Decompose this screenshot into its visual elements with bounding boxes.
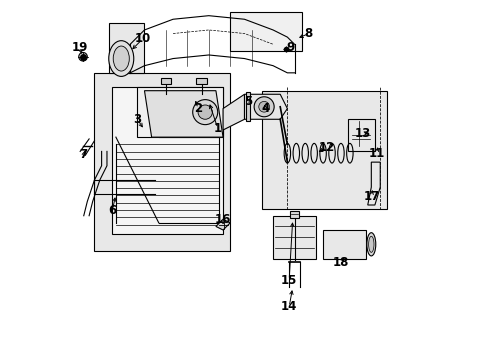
Circle shape — [254, 97, 274, 117]
Circle shape — [79, 53, 87, 61]
Text: 19: 19 — [72, 41, 88, 54]
Circle shape — [192, 100, 217, 125]
Text: 1: 1 — [213, 122, 222, 135]
Ellipse shape — [113, 46, 129, 71]
Polygon shape — [223, 94, 244, 130]
Text: 15: 15 — [281, 274, 297, 287]
Text: 10: 10 — [134, 32, 150, 45]
Text: 8: 8 — [304, 27, 312, 40]
Ellipse shape — [368, 236, 373, 252]
Polygon shape — [216, 219, 230, 230]
Text: 9: 9 — [285, 41, 294, 54]
Bar — [290, 211, 298, 217]
Bar — [108, 23, 144, 73]
Ellipse shape — [108, 41, 134, 76]
Text: 3: 3 — [133, 113, 141, 126]
Polygon shape — [262, 91, 386, 208]
Polygon shape — [367, 162, 380, 205]
Text: 17: 17 — [363, 190, 379, 203]
Polygon shape — [230, 12, 301, 51]
Bar — [160, 78, 171, 84]
Polygon shape — [94, 73, 230, 251]
Text: 6: 6 — [108, 204, 116, 217]
Text: 16: 16 — [214, 213, 231, 226]
Text: 14: 14 — [281, 300, 297, 313]
Text: 18: 18 — [332, 256, 348, 269]
Polygon shape — [137, 87, 223, 137]
Text: 11: 11 — [368, 147, 384, 160]
Text: 2: 2 — [194, 102, 202, 115]
Text: 4: 4 — [261, 102, 269, 115]
Polygon shape — [244, 94, 287, 119]
Bar — [272, 216, 315, 258]
Bar — [196, 78, 206, 84]
Text: 7: 7 — [80, 148, 88, 162]
Bar — [347, 119, 374, 152]
Text: 12: 12 — [318, 141, 334, 154]
Text: 5: 5 — [244, 95, 252, 108]
Bar — [323, 230, 365, 258]
Circle shape — [258, 102, 269, 112]
Polygon shape — [112, 87, 223, 234]
Circle shape — [198, 105, 212, 119]
Polygon shape — [144, 91, 223, 137]
Polygon shape — [246, 93, 249, 121]
Ellipse shape — [366, 233, 375, 256]
Text: 13: 13 — [353, 127, 370, 140]
